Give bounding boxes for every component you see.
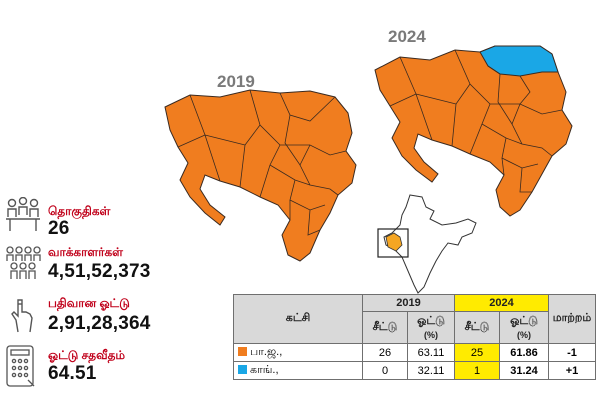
stat-value-votes-cast: 2,91,28,364 [48, 313, 151, 334]
votes-2024-header: ஓட்டு (%) [499, 311, 549, 344]
stat-label-voters: வாக்காளர்கள் [48, 245, 123, 259]
district-borders-2024 [389, 49, 563, 193]
party-color-swatch [238, 365, 247, 375]
seats-2024-cell: 1 [454, 361, 500, 380]
india-locator-map [377, 194, 477, 294]
stat-value-constituencies: 26 [48, 218, 70, 239]
seats-2019-cell: 26 [362, 343, 408, 362]
voting-machine-icon [6, 345, 35, 387]
india-outline [383, 194, 477, 294]
locator-box [377, 228, 409, 258]
gujarat-map-2019 [164, 89, 357, 262]
stat-label-votes-cast: பதிவான ஓட்டு [48, 296, 130, 310]
stat-label-vote-percentage: ஓட்டு சதவீதம் [48, 348, 126, 362]
map-year-2019: 2019 [217, 72, 255, 91]
table-row: பா.ஜ., 26 63.11 25 61.86 -1 [233, 343, 596, 362]
stat-value-voters: 4,51,52,373 [48, 261, 151, 282]
seats-2019-cell: 0 [362, 361, 408, 380]
crowd-icon [6, 246, 41, 279]
votes-2019-header: ஓட்டு (%) [407, 311, 455, 344]
district-borders-2019 [177, 89, 347, 236]
votes-2019-cell: 32.11 [407, 361, 455, 380]
year-2024-header: 2024 [454, 294, 549, 312]
party-cell: காங்., [233, 361, 363, 380]
results-table: கட்சி 2019 2024 மாற்றம் சீட்டு ஓட்டு (%) … [233, 294, 596, 380]
party-header: கட்சி [233, 294, 363, 344]
year-2019-header: 2019 [362, 294, 455, 312]
people-at-table-icon [6, 197, 40, 231]
change-cell: +1 [548, 361, 596, 380]
votes-2024-cell: 61.86 [499, 343, 549, 362]
votes-2019-cell: 63.11 [407, 343, 455, 362]
votes-2024-cell: 31.24 [499, 361, 549, 380]
ink-finger-icon [11, 299, 33, 333]
seats-2024-header: சீட்டு [454, 311, 500, 344]
stat-value-vote-percentage: 64.51 [48, 363, 97, 384]
party-cell: பா.ஜ., [233, 343, 363, 362]
table-row: காங்., 0 32.11 1 31.24 +1 [233, 361, 596, 380]
seats-2019-header: சீட்டு [362, 311, 408, 344]
gujarat-highlight [385, 232, 403, 252]
party-color-swatch [238, 347, 247, 357]
gujarat-map-2024 [374, 45, 573, 217]
seats-2024-cell: 25 [454, 343, 500, 362]
gujarat-region-bjp-2019 [164, 89, 357, 262]
change-cell: -1 [548, 343, 596, 362]
change-header: மாற்றம் [548, 294, 596, 344]
stat-label-constituencies: தொகுதிகள் [48, 204, 111, 218]
map-year-2024: 2024 [388, 27, 426, 46]
